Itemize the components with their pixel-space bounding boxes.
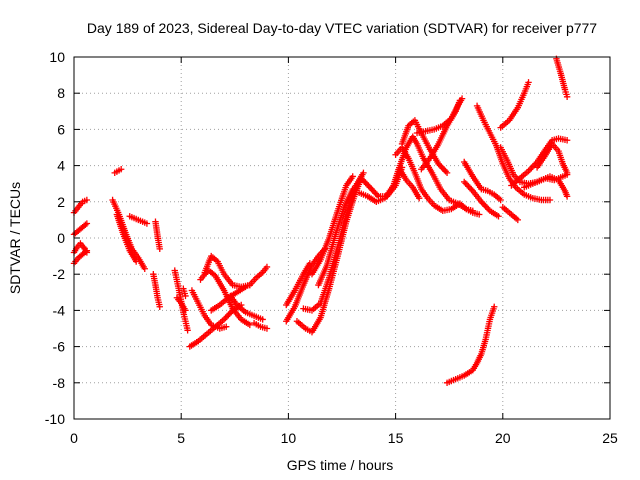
series-arc-34 bbox=[418, 97, 464, 173]
series-arc-04 bbox=[70, 247, 91, 267]
series-arc-31 bbox=[398, 117, 451, 177]
series-arc-06 bbox=[109, 196, 148, 272]
series-arc-37 bbox=[461, 178, 502, 220]
series-arc-15 bbox=[188, 287, 230, 332]
data-point bbox=[415, 194, 423, 202]
x-tick-label: 20 bbox=[495, 430, 511, 446]
y-tick-label: -4 bbox=[53, 302, 66, 318]
y-tick-label: -8 bbox=[53, 375, 66, 391]
series-arc-02 bbox=[70, 220, 91, 238]
series-arc-01 bbox=[70, 196, 91, 216]
axis-ticks bbox=[73, 56, 611, 420]
data-point bbox=[563, 137, 571, 144]
y-axis-label: SDTVAR / TECUs bbox=[7, 182, 23, 294]
series-arc-44 bbox=[533, 140, 571, 177]
series-arc-32 bbox=[413, 95, 466, 137]
series-arc-23 bbox=[283, 260, 314, 309]
data-point bbox=[563, 169, 571, 177]
series-arc-41 bbox=[497, 79, 532, 131]
series-arc-36 bbox=[461, 158, 504, 204]
data-point bbox=[246, 321, 254, 329]
data-point bbox=[349, 185, 356, 193]
series-arc-07 bbox=[113, 211, 140, 265]
series-arc-13 bbox=[180, 285, 189, 300]
x-tick-label: 15 bbox=[388, 430, 404, 446]
series-arc-43 bbox=[521, 173, 571, 200]
series-arc-21 bbox=[250, 319, 271, 332]
x-tick-label: 10 bbox=[281, 430, 297, 446]
y-tick-label: -2 bbox=[53, 266, 66, 282]
data-point bbox=[306, 260, 314, 267]
y-tick-label: 2 bbox=[57, 194, 65, 210]
data-point bbox=[563, 193, 571, 200]
series-arc-12 bbox=[173, 294, 189, 314]
y-tick-label: -10 bbox=[45, 411, 65, 427]
data-point bbox=[83, 247, 91, 254]
series-arc-10 bbox=[150, 271, 163, 310]
data-point bbox=[263, 263, 271, 271]
series-arc-09 bbox=[152, 218, 163, 253]
data-point bbox=[546, 196, 554, 204]
x-tick-label: 0 bbox=[70, 430, 78, 446]
data-point bbox=[156, 303, 163, 310]
y-tick-label: 6 bbox=[57, 121, 65, 137]
y-tick-label: 0 bbox=[57, 230, 65, 246]
data-point bbox=[223, 323, 230, 330]
data-point bbox=[117, 166, 125, 173]
chart-title: Day 189 of 2023, Sidereal Day-to-day VTE… bbox=[87, 20, 597, 36]
series-arc-08 bbox=[126, 213, 151, 227]
series-arc-17 bbox=[201, 252, 254, 291]
x-axis-label: GPS time / hours bbox=[287, 457, 394, 473]
series-arc-19 bbox=[227, 292, 266, 323]
data-point bbox=[563, 93, 571, 101]
data-point bbox=[263, 325, 271, 332]
series-arc-05 bbox=[111, 166, 125, 177]
series-arc-30 bbox=[392, 144, 483, 218]
data-points bbox=[70, 55, 571, 386]
data-point bbox=[82, 221, 89, 228]
data-point bbox=[525, 79, 532, 86]
series-arc-25 bbox=[300, 169, 367, 314]
y-tick-label: 4 bbox=[57, 158, 65, 174]
data-point bbox=[443, 169, 451, 177]
data-point bbox=[184, 327, 191, 334]
x-tick-labels: 0 5 10 15 20 25 bbox=[70, 430, 618, 446]
x-tick-label: 25 bbox=[602, 430, 618, 446]
data-point bbox=[497, 196, 504, 204]
y-tick-label: 8 bbox=[57, 85, 65, 101]
series-arc-45 bbox=[553, 55, 571, 101]
data-point bbox=[360, 169, 367, 177]
data-point bbox=[349, 173, 356, 180]
x-tick-label: 5 bbox=[177, 430, 185, 446]
data-point bbox=[82, 248, 89, 256]
data-point bbox=[514, 216, 522, 224]
data-point bbox=[83, 220, 91, 227]
data-point bbox=[143, 220, 151, 227]
series-arc-33 bbox=[396, 166, 423, 202]
data-point bbox=[141, 265, 148, 272]
data-point bbox=[491, 303, 498, 310]
data-point bbox=[182, 292, 189, 300]
y-tick-label: -6 bbox=[53, 339, 66, 355]
data-point bbox=[156, 245, 163, 253]
data-point bbox=[242, 283, 249, 291]
series-arc-38 bbox=[443, 303, 498, 386]
data-point bbox=[83, 196, 91, 204]
data-point bbox=[495, 213, 502, 220]
data-point bbox=[476, 211, 483, 218]
y-tick-labels: -10 -8 -6 -4 -2 0 2 4 6 8 10 bbox=[45, 49, 65, 427]
series-arc-39 bbox=[499, 204, 522, 224]
series-arc-27 bbox=[308, 173, 356, 278]
series-arc-20 bbox=[246, 263, 271, 289]
data-point bbox=[456, 97, 464, 104]
y-tick-label: 10 bbox=[49, 49, 65, 65]
data-point bbox=[182, 307, 189, 314]
data-point bbox=[132, 258, 140, 265]
data-point bbox=[259, 316, 266, 323]
